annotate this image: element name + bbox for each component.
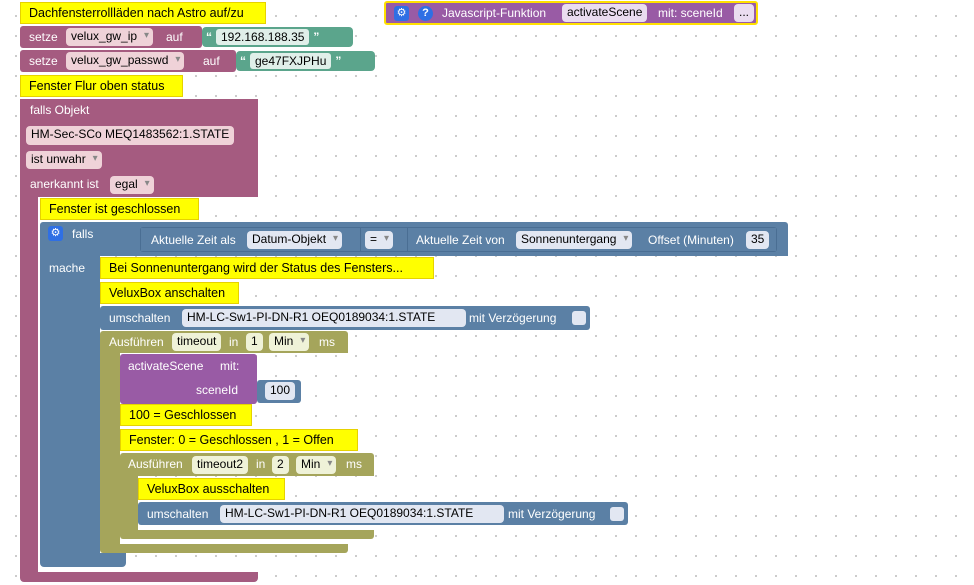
if-gear-icon[interactable]: ⚙ (48, 226, 63, 241)
help-icon[interactable]: ? (418, 6, 433, 21)
timeout-ms-label: ms (319, 335, 335, 349)
variable-dropdown-ip[interactable]: velux_gw_ip (66, 28, 154, 46)
trigger-block-foot (20, 572, 258, 582)
setze-label: setze (29, 30, 58, 44)
comparison-block[interactable]: Aktuelle Zeit als Datum-Objekt = Aktuell… (140, 227, 777, 252)
offset-value-field[interactable]: 35 (746, 231, 770, 249)
timeout-block-2[interactable]: Ausführen timeout2 in 2 Min ms (120, 453, 374, 476)
mache-label: mache (49, 261, 86, 275)
falls-objekt-label: falls Objekt (30, 103, 90, 117)
falls-label: falls (72, 227, 94, 241)
timeout-unit-dropdown[interactable]: Min (296, 456, 337, 474)
scene-id-param-label: sceneId (196, 383, 239, 397)
trigger-condition-dropdown[interactable]: ist unwahr (26, 151, 102, 169)
variable-dropdown-passwd[interactable]: velux_gw_passwd (66, 52, 185, 70)
timeout-block-2-foot (120, 530, 374, 539)
timeout-name-field[interactable]: timeout (172, 333, 222, 351)
offset-label: Offset (Minuten) (648, 233, 734, 247)
timeout-block-1[interactable]: Ausführen timeout in 1 Min ms (100, 331, 348, 353)
sunset-comment[interactable]: Bei Sonnenuntergang wird der Status des … (100, 257, 434, 279)
timeout-value-field[interactable]: 2 (272, 456, 289, 474)
timeout-name-field[interactable]: timeout2 (192, 456, 249, 474)
toggle-object-id-field[interactable]: HM-LC-Sw1-PI-DN-R1 OEQ0189034:1.STATE (220, 505, 504, 523)
delay-checkbox[interactable] (572, 311, 586, 325)
time-label: Aktuelle Zeit als (151, 233, 236, 247)
closed-comment[interactable]: Fenster ist geschlossen (40, 198, 199, 220)
trigger-block-spine (20, 197, 38, 572)
quote-close-icon: ” (335, 54, 342, 68)
timeout-block-2-spine (120, 476, 138, 532)
scene-value-field[interactable]: 100 (265, 382, 296, 400)
current-time-block[interactable]: Aktuelle Zeit als Datum-Objekt (141, 228, 361, 251)
activate-scene-block[interactable]: activateScene mit: sceneId (120, 354, 257, 404)
if-block-spine (40, 256, 100, 561)
activate-mit-label: mit: (220, 359, 240, 373)
astro-event-dropdown[interactable]: Sonnenuntergang (516, 231, 633, 249)
auf-label: auf (203, 54, 220, 68)
astro-label: Aktuelle Zeit von (416, 233, 505, 247)
trigger-comment[interactable]: Fenster Flur oben status (20, 75, 183, 97)
time-format-dropdown[interactable]: Datum-Objekt (247, 231, 343, 249)
if-block-foot (40, 553, 126, 567)
delay-label: mit Verzögerung (469, 311, 557, 325)
timeout-in-label: in (256, 457, 266, 471)
quote-close-icon: ” (313, 30, 320, 44)
toggle-block-1[interactable]: umschalten HM-LC-Sw1-PI-DN-R1 OEQ0189034… (100, 306, 590, 330)
setze-label: setze (29, 54, 58, 68)
quote-open-icon: “ (206, 30, 212, 44)
quote-open-icon: “ (240, 54, 246, 68)
javascript-function-block[interactable]: ⚙ ? Javascript-Funktion activateScene mi… (384, 1, 758, 25)
timeout-in-label: in (229, 335, 239, 349)
astro-time-block[interactable]: Aktuelle Zeit von Sonnenuntergang Offset… (407, 228, 776, 251)
toggle-block-2[interactable]: umschalten HM-LC-Sw1-PI-DN-R1 OEQ0189034… (138, 502, 628, 525)
timeout-value-field[interactable]: 1 (246, 333, 263, 351)
trigger-object-id-field[interactable]: HM-Sec-SCo MEQ1483562:1.STATE (26, 126, 235, 145)
timeout-label: Ausführen (128, 457, 183, 471)
delay-checkbox[interactable] (610, 507, 624, 521)
title-comment[interactable]: Dachfensterrollläden nach Astro auf/zu (20, 2, 266, 24)
string-value-ip[interactable]: 192.168.188.35 (216, 29, 310, 45)
timeout-block-1-foot (100, 544, 348, 553)
scene-value-block[interactable]: 100 (257, 380, 301, 403)
auf-label: auf (166, 30, 183, 44)
timeout-unit-dropdown[interactable]: Min (269, 333, 310, 351)
gear-icon[interactable]: ⚙ (394, 6, 409, 21)
function-params: mit: sceneId (658, 6, 723, 20)
timeout-block-1-spine (100, 353, 120, 545)
set-variable-block-ip[interactable]: setze velux_gw_ip auf (20, 26, 202, 48)
activate-scene-label: activateScene (128, 359, 204, 373)
timeout-ms-label: ms (346, 457, 362, 471)
operator-dropdown[interactable]: = (365, 231, 394, 249)
velux-off-comment[interactable]: VeluxBox ausschalten (138, 478, 285, 500)
timeout-label: Ausführen (109, 335, 164, 349)
string-block-passwd[interactable]: “ ge47FXJPHu” (236, 51, 375, 71)
function-title: Javascript-Funktion (442, 6, 547, 20)
set-variable-block-passwd[interactable]: setze velux_gw_passwd auf (20, 50, 236, 72)
toggle-label: umschalten (147, 507, 209, 521)
toggle-label: umschalten (109, 311, 171, 325)
function-more-button[interactable]: ... (734, 4, 755, 22)
delay-label: mit Verzögerung (508, 507, 596, 521)
function-name-field[interactable]: activateScene (562, 4, 648, 22)
string-block-ip[interactable]: “ 192.168.188.35” (202, 27, 353, 47)
fenster-state-comment[interactable]: Fenster: 0 = Geschlossen , 1 = Offen (120, 429, 358, 451)
toggle-object-id-field[interactable]: HM-LC-Sw1-PI-DN-R1 OEQ0189034:1.STATE (182, 309, 466, 327)
anerkannt-label: anerkannt ist (30, 177, 99, 191)
anerkannt-dropdown[interactable]: egal (110, 176, 154, 194)
velux-on-comment[interactable]: VeluxBox anschalten (100, 282, 239, 304)
string-value-passwd[interactable]: ge47FXJPHu (250, 53, 332, 69)
geschlossen-comment[interactable]: 100 = Geschlossen (120, 404, 252, 426)
